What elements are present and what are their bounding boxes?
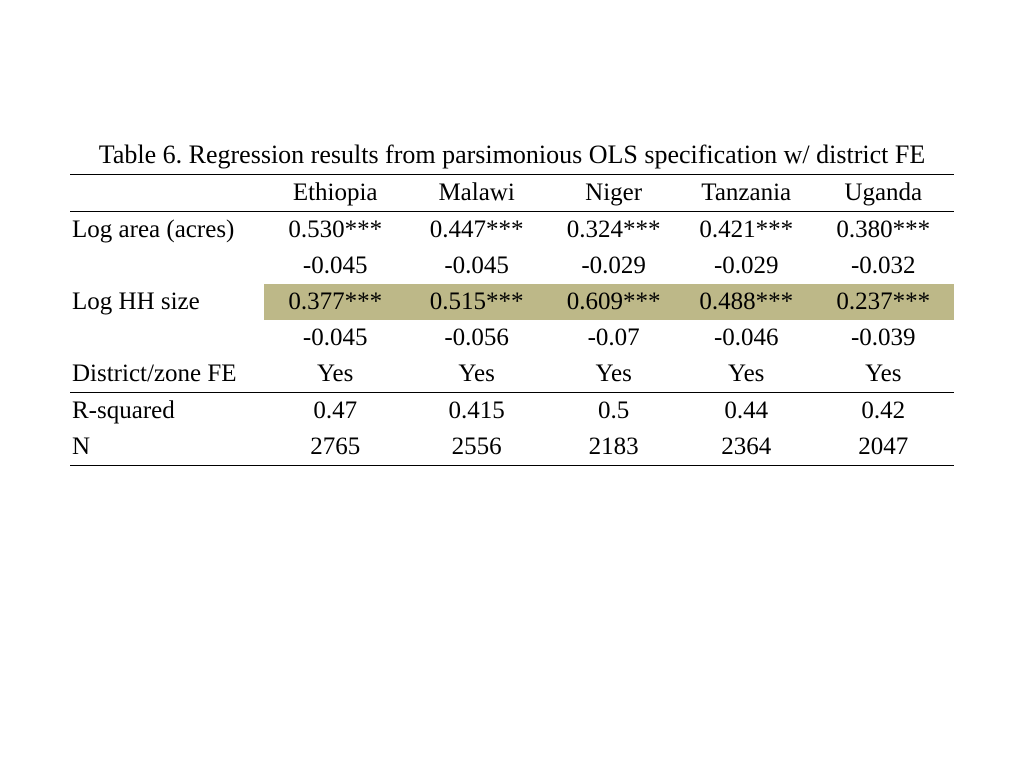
cell: 0.515*** — [406, 284, 547, 320]
cell: -0.046 — [680, 320, 813, 356]
cell: Yes — [680, 356, 813, 393]
cell: -0.07 — [547, 320, 680, 356]
regression-table: Ethiopia Malawi Niger Tanzania Uganda Lo… — [70, 174, 954, 466]
cell: 0.324*** — [547, 212, 680, 249]
header-uganda: Uganda — [813, 175, 954, 212]
cell: -0.045 — [406, 248, 547, 284]
row-label — [70, 320, 264, 356]
cell: 2556 — [406, 429, 547, 466]
cell: 2364 — [680, 429, 813, 466]
cell: -0.039 — [813, 320, 954, 356]
row-label: R-squared — [70, 393, 264, 430]
cell: 0.609*** — [547, 284, 680, 320]
cell: 0.42 — [813, 393, 954, 430]
cell: -0.045 — [264, 248, 405, 284]
row-label: District/zone FE — [70, 356, 264, 393]
cell: 0.380*** — [813, 212, 954, 249]
row-label: Log area (acres) — [70, 212, 264, 249]
table-title: Table 6. Regression results from parsimo… — [70, 140, 954, 170]
cell: -0.029 — [680, 248, 813, 284]
cell: -0.056 — [406, 320, 547, 356]
cell: 0.377*** — [264, 284, 405, 320]
header-niger: Niger — [547, 175, 680, 212]
table-row: -0.045-0.045-0.029-0.029-0.032 — [70, 248, 954, 284]
cell: Yes — [813, 356, 954, 393]
cell: Yes — [264, 356, 405, 393]
row-label — [70, 248, 264, 284]
cell: Yes — [547, 356, 680, 393]
cell: 2183 — [547, 429, 680, 466]
row-label: Log HH size — [70, 284, 264, 320]
cell: Yes — [406, 356, 547, 393]
cell: -0.045 — [264, 320, 405, 356]
table-row: Log area (acres)0.530***0.447***0.324***… — [70, 212, 954, 249]
header-ethiopia: Ethiopia — [264, 175, 405, 212]
cell: 0.44 — [680, 393, 813, 430]
table-row: R-squared0.470.4150.50.440.42 — [70, 393, 954, 430]
table-row: Log HH size0.377***0.515***0.609***0.488… — [70, 284, 954, 320]
cell: 0.421*** — [680, 212, 813, 249]
table-row: -0.045-0.056-0.07-0.046-0.039 — [70, 320, 954, 356]
cell: 2765 — [264, 429, 405, 466]
cell: 0.488*** — [680, 284, 813, 320]
header-malawi: Malawi — [406, 175, 547, 212]
cell: -0.029 — [547, 248, 680, 284]
header-tanzania: Tanzania — [680, 175, 813, 212]
table-body: Log area (acres)0.530***0.447***0.324***… — [70, 212, 954, 466]
cell: 0.415 — [406, 393, 547, 430]
cell: -0.032 — [813, 248, 954, 284]
cell: 0.447*** — [406, 212, 547, 249]
row-label: N — [70, 429, 264, 466]
table-row: N27652556218323642047 — [70, 429, 954, 466]
table-container: Table 6. Regression results from parsimo… — [0, 0, 1024, 466]
cell: 0.47 — [264, 393, 405, 430]
cell: 0.5 — [547, 393, 680, 430]
header-row: Ethiopia Malawi Niger Tanzania Uganda — [70, 175, 954, 212]
cell: 2047 — [813, 429, 954, 466]
table-row: District/zone FEYesYesYesYesYes — [70, 356, 954, 393]
cell: 0.237*** — [813, 284, 954, 320]
cell: 0.530*** — [264, 212, 405, 249]
header-blank — [70, 175, 264, 212]
